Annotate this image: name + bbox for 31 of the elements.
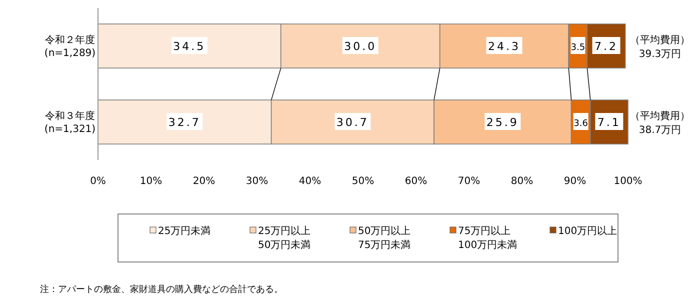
x-tick-label: 60% bbox=[404, 176, 428, 187]
data-label: 3.6 bbox=[574, 119, 588, 129]
x-tick-label: 100% bbox=[614, 176, 642, 187]
x-tick-label: 0% bbox=[90, 176, 106, 187]
x-tick-label: 20% bbox=[192, 176, 216, 187]
data-label: 25.9 bbox=[486, 116, 519, 129]
data-label: 7.2 bbox=[594, 40, 618, 53]
text: 注：アパートの敷金、家財道具の購入費などの合計である。 bbox=[40, 284, 283, 295]
x-tick-label: 70% bbox=[458, 176, 480, 187]
x-tick-label: 50% bbox=[352, 176, 374, 187]
data-label: 34.5 bbox=[173, 40, 206, 53]
legend-label: 25万円未満 bbox=[158, 225, 211, 237]
data-label: 32.7 bbox=[168, 116, 201, 129]
data-label: 7.1 bbox=[597, 116, 621, 129]
legend-label: 100万円以上 bbox=[558, 225, 618, 237]
text: （平均費用） 38.7万円 bbox=[630, 110, 690, 136]
x-tick-label: 40% bbox=[298, 176, 322, 187]
data-label: 24.3 bbox=[488, 40, 520, 53]
x-tick-label: 80% bbox=[510, 176, 534, 187]
x-tick-label: 90% bbox=[564, 176, 586, 187]
data-label: 30.0 bbox=[344, 40, 377, 53]
x-tick-label: 30% bbox=[246, 176, 268, 187]
data-label: 30.7 bbox=[336, 116, 369, 129]
legend-label: 25万円以上 50万円未満 bbox=[258, 225, 311, 251]
y-tick-label: 令和３年度 (n=1,321) bbox=[44, 110, 96, 135]
text: （平均費用） 39.3万円 bbox=[630, 34, 690, 60]
legend-label: 50万円以上 75万円未満 bbox=[358, 225, 411, 251]
y-tick-label: 令和２年度 (n=1,289) bbox=[44, 34, 96, 59]
legend-label: 75万円以上 100万円未満 bbox=[458, 225, 518, 251]
data-label: 3.5 bbox=[570, 43, 586, 53]
x-tick-label: 10% bbox=[140, 176, 162, 187]
